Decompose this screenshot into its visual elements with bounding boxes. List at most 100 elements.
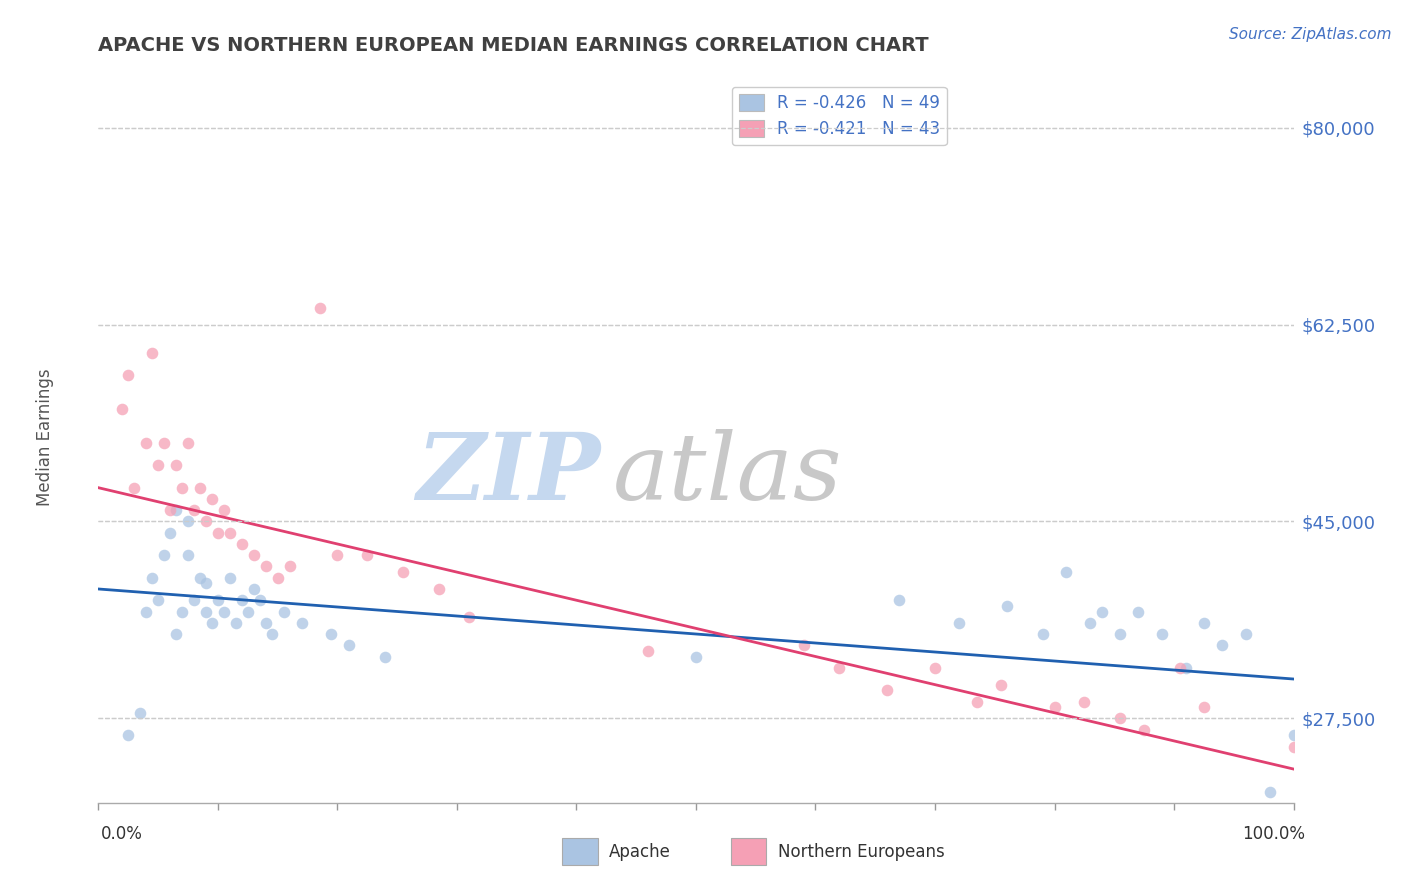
- Text: Source: ZipAtlas.com: Source: ZipAtlas.com: [1229, 27, 1392, 42]
- Point: [117, 728, 139, 742]
- Legend: R = -0.426   N = 49, R = -0.421   N = 43: R = -0.426 N = 49, R = -0.421 N = 43: [733, 87, 946, 145]
- Point: [637, 644, 659, 658]
- Point: [1054, 565, 1078, 579]
- Point: [1091, 605, 1114, 619]
- Point: [159, 525, 181, 540]
- Point: [159, 503, 181, 517]
- Point: [153, 435, 176, 450]
- Text: ZIP: ZIP: [416, 429, 600, 518]
- Point: [165, 458, 187, 473]
- Point: [876, 683, 898, 698]
- Point: [254, 615, 277, 630]
- Point: [356, 548, 378, 562]
- Point: [207, 525, 229, 540]
- Point: [1073, 694, 1095, 708]
- Point: [1258, 784, 1281, 798]
- Point: [321, 627, 343, 641]
- Point: [308, 301, 330, 315]
- Point: [111, 401, 134, 416]
- Point: [273, 605, 295, 619]
- Point: [117, 368, 139, 383]
- Point: [177, 435, 200, 450]
- Text: atlas: atlas: [613, 429, 842, 518]
- Point: [135, 605, 157, 619]
- Point: [990, 678, 1012, 692]
- Point: [212, 605, 235, 619]
- Point: [966, 694, 988, 708]
- Point: [1150, 627, 1173, 641]
- Point: [291, 615, 314, 630]
- Point: [148, 593, 170, 607]
- Text: Apache: Apache: [609, 843, 671, 861]
- Point: [1109, 627, 1132, 641]
- Point: [231, 537, 253, 551]
- Point: [194, 576, 218, 591]
- Point: [165, 627, 187, 641]
- Point: [177, 515, 200, 529]
- Point: [948, 615, 970, 630]
- Point: [828, 661, 851, 675]
- Point: [1043, 700, 1066, 714]
- Point: [1282, 739, 1305, 754]
- Point: [267, 571, 290, 585]
- Point: [924, 661, 946, 675]
- Point: [141, 345, 163, 359]
- Point: [1192, 700, 1215, 714]
- Point: [172, 481, 194, 495]
- Point: [1175, 661, 1198, 675]
- Point: [1234, 627, 1257, 641]
- Point: [225, 615, 247, 630]
- Point: [685, 649, 707, 664]
- Point: [188, 571, 211, 585]
- Point: [231, 593, 253, 607]
- Point: [278, 559, 301, 574]
- Point: [236, 605, 259, 619]
- Point: [1128, 605, 1150, 619]
- Point: [201, 615, 224, 630]
- Text: 100.0%: 100.0%: [1241, 825, 1305, 843]
- Point: [243, 548, 266, 562]
- Point: [243, 582, 266, 596]
- Point: [153, 548, 176, 562]
- Point: [201, 491, 224, 506]
- Point: [326, 548, 349, 562]
- Point: [1211, 638, 1233, 652]
- Point: [165, 503, 187, 517]
- Point: [183, 593, 205, 607]
- Point: [129, 706, 152, 720]
- Point: [1032, 627, 1054, 641]
- Point: [1282, 728, 1305, 742]
- Point: [1133, 723, 1156, 737]
- Text: Northern Europeans: Northern Europeans: [778, 843, 945, 861]
- Point: [889, 593, 911, 607]
- Point: [177, 548, 200, 562]
- Point: [141, 571, 163, 585]
- Text: APACHE VS NORTHERN EUROPEAN MEDIAN EARNINGS CORRELATION CHART: APACHE VS NORTHERN EUROPEAN MEDIAN EARNI…: [98, 36, 929, 54]
- Point: [1080, 615, 1102, 630]
- Point: [207, 593, 229, 607]
- Point: [392, 565, 415, 579]
- Point: [260, 627, 283, 641]
- Point: [219, 525, 242, 540]
- Point: [135, 435, 157, 450]
- Point: [249, 593, 271, 607]
- Point: [148, 458, 170, 473]
- Point: [427, 582, 450, 596]
- Point: [188, 481, 211, 495]
- Point: [194, 605, 218, 619]
- Point: [995, 599, 1018, 613]
- Point: [1168, 661, 1191, 675]
- Point: [374, 649, 396, 664]
- Point: [339, 638, 360, 652]
- Point: [212, 503, 235, 517]
- Point: [124, 481, 146, 495]
- Text: 0.0%: 0.0%: [101, 825, 143, 843]
- Point: [1109, 711, 1132, 725]
- Point: [219, 571, 242, 585]
- Text: Median Earnings: Median Earnings: [35, 368, 53, 506]
- Point: [793, 638, 815, 652]
- Point: [1192, 615, 1215, 630]
- Point: [194, 515, 218, 529]
- Point: [254, 559, 277, 574]
- Point: [172, 605, 194, 619]
